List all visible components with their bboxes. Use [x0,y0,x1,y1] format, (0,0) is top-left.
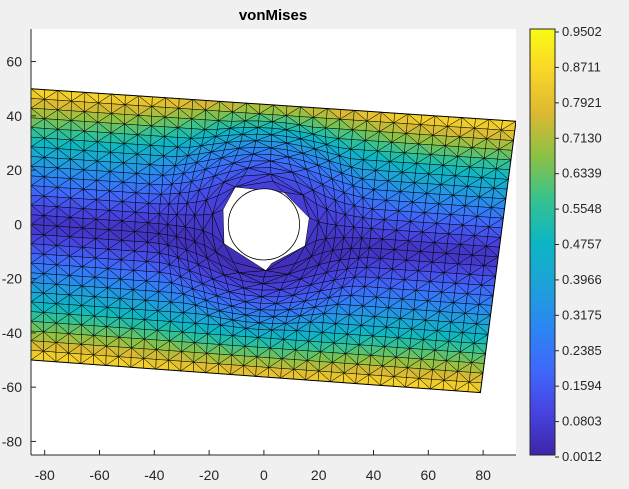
colorbar-tick-label: 0.7921 [562,95,602,110]
y-axis: 60 40 20 0 -20 -40 -60 -80 [2,29,36,455]
colorbar-tick-label: 0.3175 [562,307,602,322]
x-tick-label: -80 [35,467,55,483]
y-tick-label: 20 [6,162,22,178]
colorbar-tick-label: 0.9502 [562,24,602,39]
colorbar-tick-label: 0.2385 [562,343,602,358]
chart-title: vonMises [239,7,307,24]
colorbar-ticks: 0.9502 0.8711 0.7921 0.7130 0.6339 0.5548 0.47… [555,24,602,464]
colorbar-tick-label: 0.7130 [562,130,602,145]
mesh-layer [31,88,516,394]
colorbar-tick-label: 0.3966 [562,272,602,287]
y-tick-label: -60 [2,379,22,395]
colorbar-tick-label: 0.0012 [562,449,602,464]
y-tick-label: -20 [2,271,22,287]
hole [227,188,300,261]
x-tick-label: 60 [421,467,437,483]
x-tick-label: -40 [144,467,164,483]
y-tick-label: -80 [2,433,22,449]
x-tick-label: 20 [311,467,327,483]
colorbar-tick-label: 0.0803 [562,414,602,429]
x-tick-label: 0 [260,467,268,483]
y-tick-label: -40 [2,325,22,341]
y-tick-label: 40 [6,108,22,124]
x-axis: -80 -60 -40 -20 0 20 40 60 80 [31,450,516,483]
x-tick-label: -60 [89,467,109,483]
plate-boundary [31,88,516,394]
colorbar-tick-label: 0.5548 [562,201,602,216]
colorbar-tick-label: 0.6339 [562,166,602,181]
colorbar-tick-label: 0.1594 [562,378,602,393]
colorbar [529,28,556,456]
y-tick-label: 60 [6,54,22,70]
colorbar-tick-label: 0.8711 [562,59,601,74]
x-tick-label: 80 [475,467,491,483]
x-tick-label: -20 [199,467,219,483]
x-tick-label: 40 [366,467,382,483]
colorbar-tick-label: 0.4757 [562,237,602,252]
y-tick-label: 0 [14,216,22,232]
